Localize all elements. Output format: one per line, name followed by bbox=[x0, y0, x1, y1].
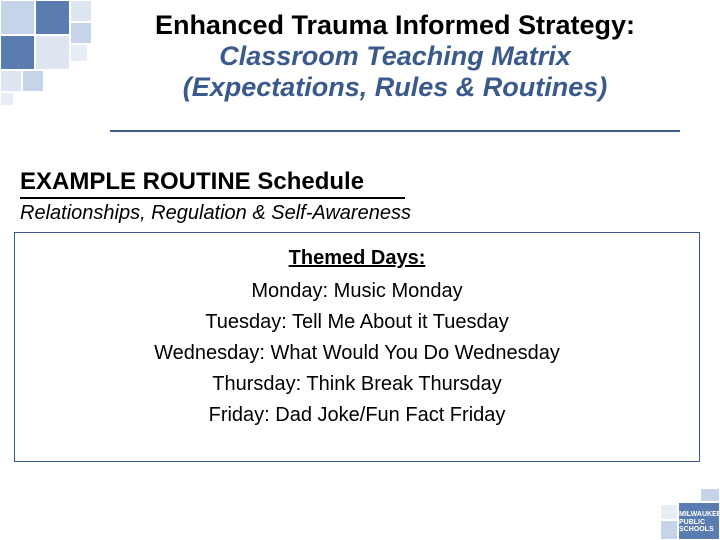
section-heading: EXAMPLE ROUTINE Schedule bbox=[20, 168, 364, 196]
deco-square bbox=[0, 0, 35, 35]
deco-square bbox=[660, 504, 678, 520]
themed-days-box: Themed Days: Monday: Music Monday Tuesda… bbox=[14, 232, 700, 462]
day-monday: Monday: Music Monday bbox=[35, 276, 679, 307]
section-subheading: Relationships, Regulation & Self-Awarene… bbox=[20, 202, 411, 225]
day-tuesday: Tuesday: Tell Me About it Tuesday bbox=[35, 307, 679, 338]
section-underline bbox=[20, 197, 405, 199]
title-line-2: Classroom Teaching Matrix bbox=[110, 41, 680, 72]
title-underline bbox=[110, 130, 680, 132]
themed-days-label: Themed Days: bbox=[35, 247, 679, 270]
deco-square bbox=[70, 44, 88, 62]
slide-title: Enhanced Trauma Informed Strategy: Class… bbox=[110, 10, 680, 103]
day-friday: Friday: Dad Joke/Fun Fact Friday bbox=[35, 400, 679, 431]
footer-logo-text: MILWAUKEE PUBLIC SCHOOLS bbox=[679, 511, 717, 534]
deco-square bbox=[70, 0, 92, 22]
deco-square bbox=[0, 35, 35, 70]
deco-square bbox=[35, 35, 70, 70]
deco-square bbox=[0, 70, 22, 92]
deco-square bbox=[0, 92, 14, 106]
deco-square bbox=[22, 70, 44, 92]
deco-square bbox=[35, 0, 70, 35]
footer-logo-line: MILWAUKEE bbox=[679, 511, 720, 518]
title-line-1: Enhanced Trauma Informed Strategy: bbox=[110, 10, 680, 41]
footer-logo-line: PUBLIC bbox=[679, 519, 705, 526]
deco-square bbox=[660, 520, 678, 540]
footer-logo-line: SCHOOLS bbox=[679, 526, 714, 533]
deco-square bbox=[70, 22, 92, 44]
deco-square bbox=[700, 488, 720, 502]
footer-decoration: MILWAUKEE PUBLIC SCHOOLS bbox=[648, 488, 720, 540]
title-line-3: (Expectations, Rules & Routines) bbox=[110, 72, 680, 103]
corner-decoration bbox=[0, 0, 110, 110]
day-wednesday: Wednesday: What Would You Do Wednesday bbox=[35, 338, 679, 369]
day-thursday: Thursday: Think Break Thursday bbox=[35, 369, 679, 400]
